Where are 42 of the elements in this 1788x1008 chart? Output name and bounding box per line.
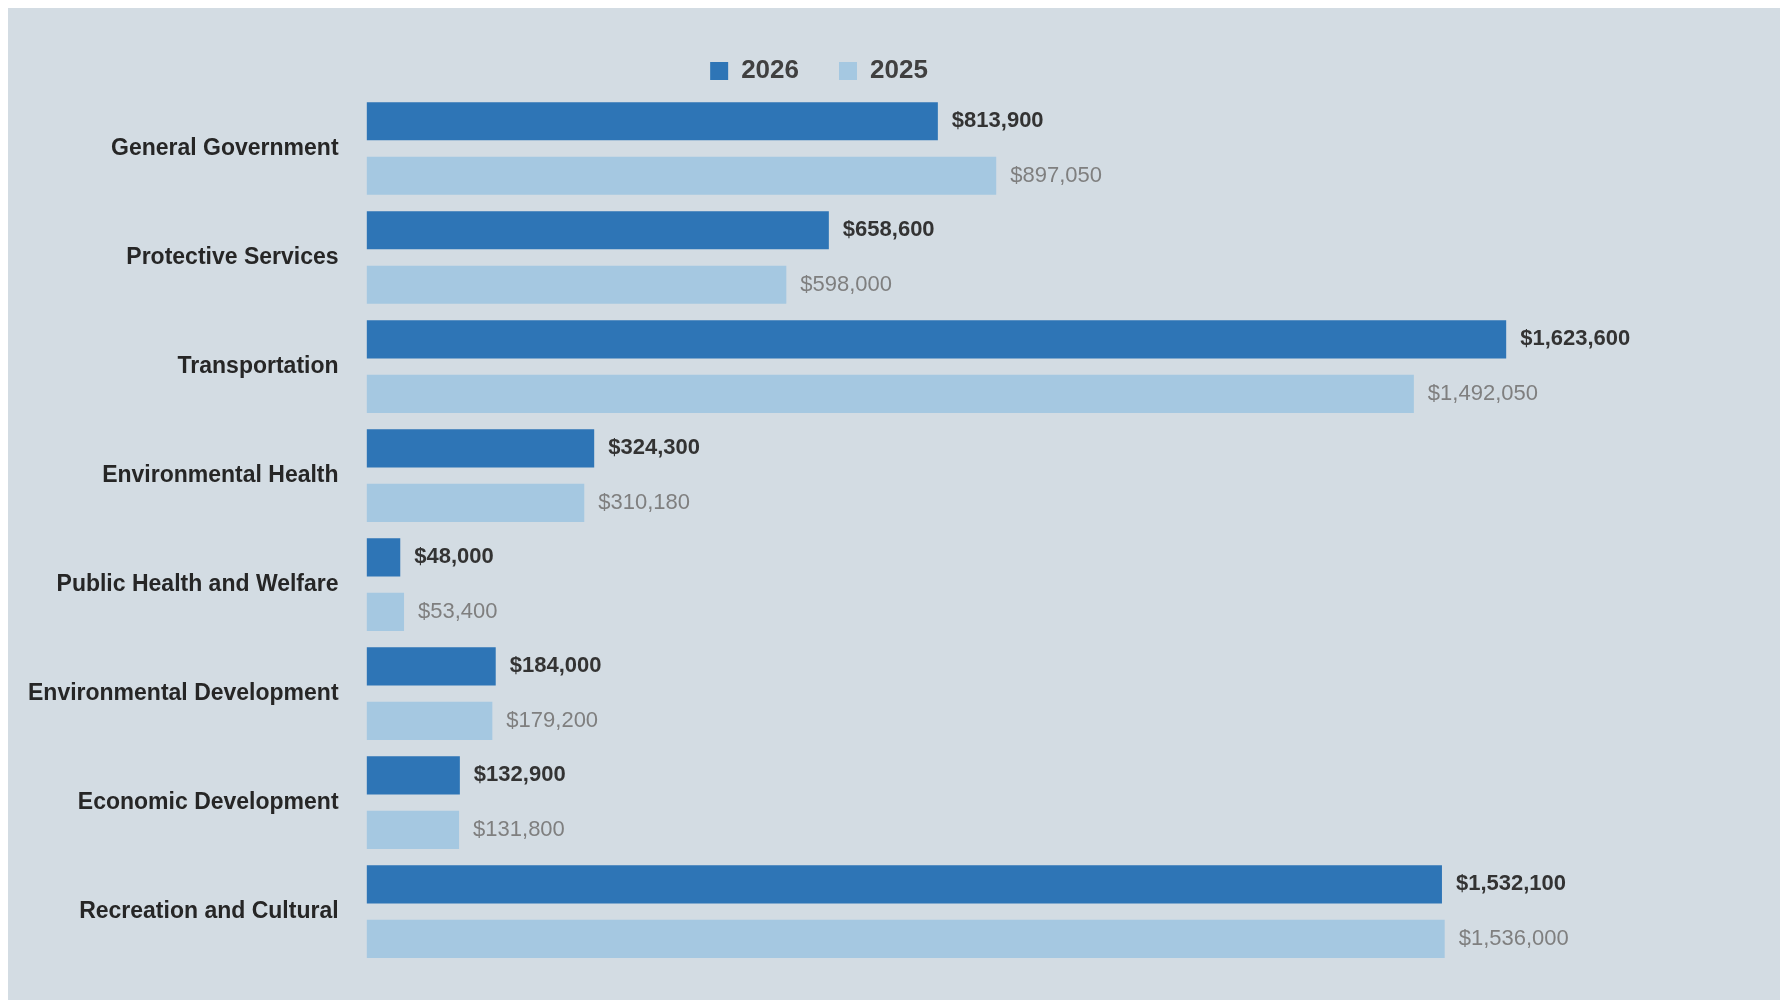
bar [366,538,401,577]
legend-label: 2025 [870,54,928,85]
legend-label: 2026 [741,54,799,85]
bar [366,320,1507,359]
y-tick-label: General Government [111,133,339,160]
y-tick-label: Economic Development [77,788,339,815]
y-tick-label: Environmental Development [27,678,339,705]
data-label: $48,000 [414,543,494,569]
data-label: $324,300 [608,434,700,460]
data-label: $1,492,050 [1427,379,1538,405]
y-tick-label: Transportation [177,351,339,378]
data-label: $310,180 [598,488,691,514]
data-label: $1,532,100 [1455,870,1567,896]
bar [366,919,1445,959]
bar [366,647,496,686]
bar [366,592,405,631]
bar [366,483,585,522]
bar [366,156,997,195]
y-tick-label: Recreation and Cultural [79,897,339,924]
data-label: $598,000 [800,270,893,296]
data-label: $658,600 [842,216,935,242]
bar [366,102,938,141]
bar [366,810,460,849]
data-label: $1,536,000 [1458,925,1569,951]
bar [366,211,829,250]
data-label: $179,200 [506,706,599,732]
bar [366,701,493,740]
y-tick-label: Public Health and Welfare [56,569,339,596]
data-label: $132,900 [473,761,566,787]
data-label: $897,050 [1010,161,1102,187]
bar [366,756,460,795]
bar [366,865,1442,904]
bar [366,429,595,468]
data-label: $53,400 [418,597,498,623]
bar [366,374,1414,413]
bar [366,265,787,304]
data-label: $131,800 [473,815,565,841]
y-tick-label: Protective Services [126,242,339,269]
data-label: $184,000 [509,652,602,678]
data-label: $1,623,600 [1520,325,1631,351]
data-label: $813,900 [951,107,1044,133]
y-tick-label: Environmental Health [102,460,339,487]
